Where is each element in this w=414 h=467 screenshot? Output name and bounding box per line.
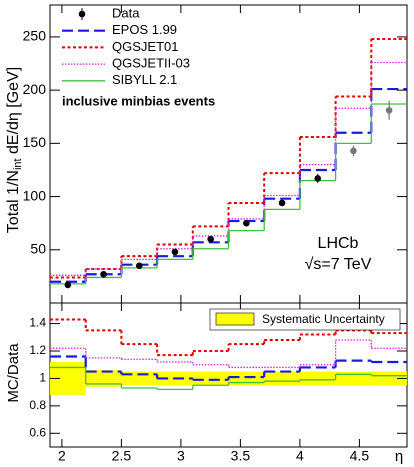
y-axis-label-sub: int <box>12 158 24 170</box>
syst-band <box>371 371 407 386</box>
data-point <box>314 175 322 182</box>
syst-band <box>192 371 229 386</box>
legend-label: QGSJET01 <box>112 39 178 54</box>
y-tick-label: 1.4 <box>29 316 46 330</box>
syst-band <box>299 371 336 386</box>
y-tick-label: 0.8 <box>29 398 46 412</box>
data-point <box>100 270 107 278</box>
y-tick-label: 50 <box>30 240 46 256</box>
legend-box <box>209 308 401 331</box>
x-tick-label: 4.5 <box>350 448 370 464</box>
x-tick-label: 2.5 <box>112 448 132 464</box>
y-tick-label: 1 <box>39 371 46 385</box>
y-tick-label: 100 <box>23 187 47 203</box>
syst-band <box>85 370 122 387</box>
annotation: √s=7 TeV <box>305 256 372 273</box>
data-point <box>385 107 393 114</box>
annotation: inclusive minbias events <box>62 93 215 108</box>
legend-label: Data <box>112 5 140 20</box>
legend-label: Systematic Uncertainty <box>262 312 385 326</box>
syst-band <box>228 371 265 386</box>
legend-label: QGSJETII-03 <box>112 56 190 71</box>
x-tick-label: 3 <box>177 448 185 464</box>
data-point <box>243 219 250 227</box>
y-axis-label-part: Total 1/N <box>5 170 22 233</box>
y-axis-label: MC/Data <box>5 343 22 403</box>
y-tick-label: 250 <box>23 28 47 44</box>
syst-band <box>264 371 300 386</box>
y-tick-label: 150 <box>23 134 47 150</box>
y-tick-label: 1.2 <box>29 343 46 357</box>
data-point <box>350 147 357 155</box>
y-tick-label: 200 <box>23 81 47 97</box>
legend-label: EPOS 1.99 <box>112 22 177 37</box>
data-point <box>64 281 72 289</box>
legend-label: SIBYLL 2.1 <box>112 72 177 87</box>
y-axis-label: Total 1/Nint dE/dη [GeV] <box>5 67 24 233</box>
y-axis-label-part: dE/dη [GeV] <box>5 67 22 159</box>
data-point <box>207 235 214 243</box>
x-tick-label: 2 <box>58 448 66 464</box>
data-point <box>171 248 179 256</box>
x-tick-label: 4 <box>296 448 304 464</box>
frame <box>49 4 408 448</box>
y-tick-label: 0.6 <box>29 425 46 439</box>
data-point <box>135 262 143 270</box>
data-point <box>278 199 286 207</box>
annotation: LHCb <box>318 235 359 252</box>
x-axis-label: η <box>395 448 403 465</box>
legend-swatch <box>215 312 255 326</box>
x-tick-label: 3.5 <box>231 448 251 464</box>
syst-band <box>335 371 372 386</box>
